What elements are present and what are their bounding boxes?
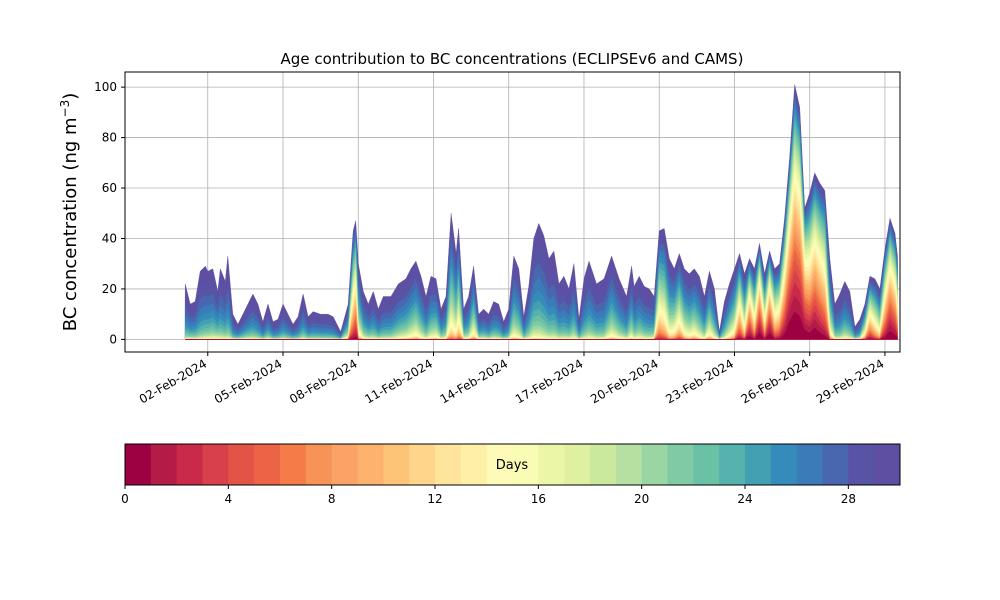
colorbar-bin (280, 444, 307, 485)
colorbar-tick-label: 28 (841, 492, 856, 506)
y-axis-label-exponent: −3 (58, 100, 72, 118)
y-tick-label: 40 (102, 231, 117, 245)
colorbar-bin (460, 444, 488, 485)
colorbar (125, 444, 901, 485)
x-tick-label: 26-Feb-2024 (739, 356, 812, 406)
x-axis: 02-Feb-2024 05-Feb-2024 08-Feb-2024 11-Feb-… (137, 352, 887, 406)
colorbar-bin (590, 444, 617, 485)
y-tick-label: 60 (102, 181, 117, 195)
x-tick-label: 08-Feb-2024 (287, 356, 360, 406)
y-tick-label: 20 (102, 282, 117, 296)
colorbar-bin (719, 444, 746, 485)
colorbar-bin (409, 444, 436, 485)
colorbar-bin (770, 444, 798, 485)
colorbar-bin (538, 444, 565, 485)
colorbar-bin (615, 444, 643, 485)
colorbar-ticks: 0 4 8 12 16 20 24 28 (121, 485, 856, 506)
colorbar-bin (435, 444, 462, 485)
colorbar-bin (357, 444, 384, 485)
colorbar-bin (228, 444, 255, 485)
colorbar-bin (796, 444, 823, 485)
colorbar-bin (564, 444, 591, 485)
stacked-age-areas (185, 84, 898, 340)
x-tick-label: 02-Feb-2024 (137, 356, 210, 406)
y-tick-label: 100 (94, 80, 117, 94)
x-tick-label: 23-Feb-2024 (663, 356, 736, 406)
colorbar-bin (254, 444, 281, 485)
x-tick-label: 14-Feb-2024 (438, 356, 511, 406)
colorbar-bin (693, 444, 720, 485)
colorbar-bin (383, 444, 410, 485)
y-axis-label: BC concentration (ng m−3) (58, 93, 81, 332)
colorbar-bin (822, 444, 849, 485)
x-tick-label: 20-Feb-2024 (588, 356, 661, 406)
x-tick-label: 11-Feb-2024 (362, 356, 435, 406)
colorbar-tick-label: 16 (531, 492, 546, 506)
colorbar-tick-label: 20 (634, 492, 649, 506)
colorbar-bin (150, 444, 178, 485)
colorbar-frame (124, 443, 901, 486)
colorbar-bin (486, 444, 513, 485)
y-tick-label: 0 (109, 332, 117, 346)
colorbar-label: Days (496, 458, 529, 473)
y-tick-label: 80 (102, 131, 117, 145)
x-tick-label: 29-Feb-2024 (814, 356, 887, 406)
plot-frame (124, 71, 901, 353)
colorbar-tick-label: 0 (121, 492, 129, 506)
colorbar-tick-label: 24 (737, 492, 752, 506)
colorbar-bin (745, 444, 772, 485)
x-tick-label: 17-Feb-2024 (513, 356, 586, 406)
colorbar-bin (512, 444, 539, 485)
colorbar-tick-label: 8 (328, 492, 336, 506)
colorbar-bin (667, 444, 694, 485)
colorbar-tick-label: 4 (225, 492, 233, 506)
colorbar-bin (874, 444, 901, 485)
y-axis: 0 20 40 60 80 100 (94, 80, 125, 346)
y-axis-label-main: BC concentration (ng m (60, 117, 81, 331)
colorbar-bin (305, 444, 333, 485)
colorbar-bin (125, 444, 152, 485)
colorbar-tick-label: 12 (427, 492, 442, 506)
y-axis-label-close: ) (60, 93, 81, 100)
chart-title: Age contribution to BC concentrations (E… (281, 50, 744, 68)
x-tick-label: 05-Feb-2024 (212, 356, 285, 406)
colorbar-bin (202, 444, 229, 485)
colorbar-bin (331, 444, 358, 485)
age-area-day-0 (185, 311, 898, 340)
colorbar-bin (176, 444, 203, 485)
colorbar-bin (848, 444, 875, 485)
colorbar-bin (641, 444, 668, 485)
